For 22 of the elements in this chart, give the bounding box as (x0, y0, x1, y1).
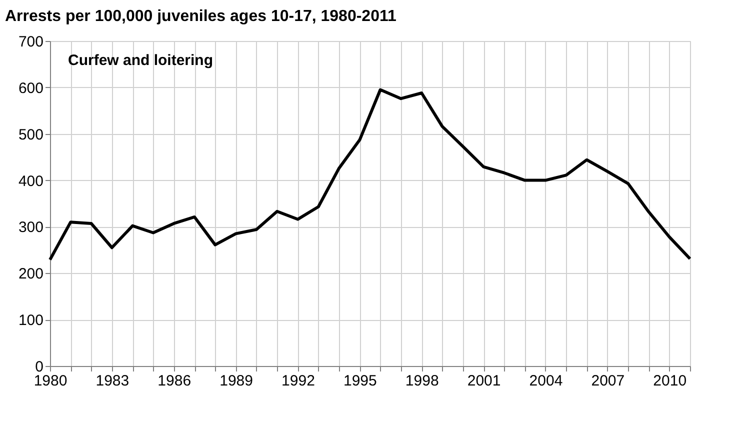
y-tick-label: 600 (18, 80, 44, 97)
y-tick-label: 700 (18, 34, 44, 50)
x-tick-label: 1983 (96, 372, 130, 390)
y-tick-label: 500 (18, 126, 44, 144)
x-tick-label: 1995 (343, 372, 377, 390)
annotation: Curfew and loitering (68, 52, 214, 69)
x-tick-label: 1980 (34, 372, 68, 390)
x-tick-label: 2004 (529, 372, 563, 390)
x-tick-label: 2010 (653, 372, 687, 390)
x-tick-label: 1989 (220, 372, 253, 390)
y-tick-label: 300 (18, 219, 44, 236)
x-tick-label: 1992 (282, 372, 315, 390)
y-tick-label: 400 (18, 172, 44, 190)
y-tick-label: 200 (18, 266, 44, 283)
line-series (48, 88, 692, 262)
x-tick-label: 2007 (591, 372, 625, 390)
x-tick-label: 1986 (158, 372, 192, 390)
y-tick-label: 100 (18, 312, 44, 330)
y-tick-label: 0 (35, 358, 44, 376)
x-tick-label: 2001 (467, 372, 501, 390)
chart-title: Arrests per 100,000 juveniles ages 10-17, 1980-2011 (5, 8, 396, 25)
x-tick-label: 1998 (405, 372, 439, 390)
